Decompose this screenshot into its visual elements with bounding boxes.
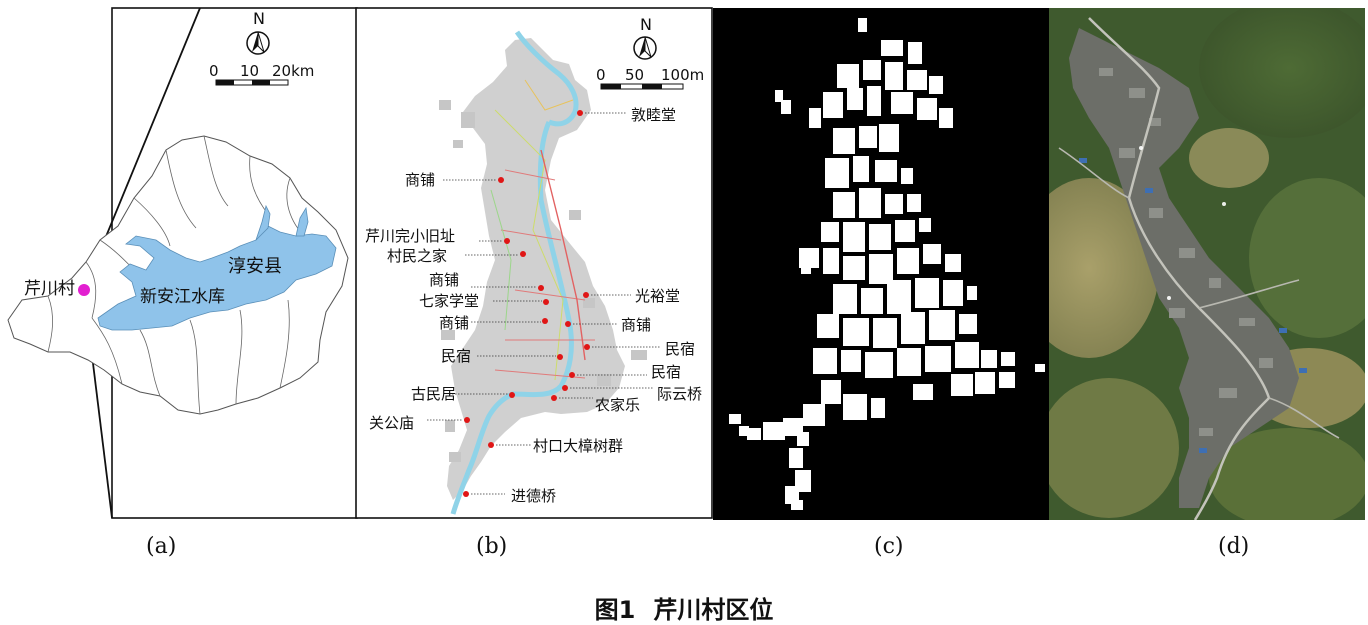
poi-homestay-1: 民宿 (441, 347, 563, 365)
poi-camphor-trees: 村口大樟树群 (488, 437, 623, 455)
lane-network (490, 79, 595, 381)
poi-shop-4: 商铺 (565, 316, 651, 334)
svg-text:民宿: 民宿 (651, 363, 681, 381)
north-arrow-a: N (246, 9, 270, 55)
map-place-dots (1139, 146, 1226, 300)
poi-ancient-house: 古民居 (411, 385, 515, 403)
svg-text:敦睦堂: 敦睦堂 (631, 106, 676, 124)
figure-number: 图1 (594, 596, 636, 624)
village-marker (78, 284, 90, 296)
rooftops (1099, 68, 1273, 436)
svg-text:七家学堂: 七家学堂 (419, 292, 479, 310)
label-reservoir: 新安江水库 (140, 287, 225, 307)
svg-text:100m: 100m (661, 66, 704, 84)
stream (450, 30, 579, 515)
svg-text:10: 10 (240, 62, 259, 80)
scattered-buildings (439, 100, 647, 462)
svg-text:商铺: 商铺 (405, 171, 435, 189)
subcaption-c: (c) (874, 534, 904, 559)
svg-text:际云桥: 际云桥 (657, 385, 702, 403)
xinanjiang-reservoir (97, 225, 337, 331)
poi-jinde-bridge: 进德桥 (463, 487, 556, 505)
svg-text:光裕堂: 光裕堂 (635, 287, 680, 305)
poi-dunmu-hall: 敦睦堂 (577, 106, 676, 124)
subcaption-d: (d) (1218, 534, 1250, 559)
svg-text:关公庙: 关公庙 (369, 414, 414, 432)
poi-shop-3: 商铺 (439, 314, 548, 332)
svg-text:商铺: 商铺 (621, 316, 651, 334)
poi-homestay-2: 民宿 (584, 340, 695, 358)
poi-farmhouse: 农家乐 (551, 395, 640, 414)
svg-text:民宿: 民宿 (665, 340, 695, 358)
township-boundaries (47, 135, 307, 415)
side-road (1058, 147, 1340, 439)
figure-caption: 图1 芹川村区位 (0, 590, 1368, 625)
reservoir-arm-north (255, 204, 271, 241)
poi-homestay-3: 民宿 (569, 363, 681, 381)
svg-text:进德桥: 进德桥 (511, 487, 556, 505)
label-county: 淳安县 (228, 256, 282, 277)
poi-villager-home: 村民之家 (387, 247, 526, 265)
svg-text:民宿: 民宿 (441, 347, 471, 365)
svg-text:芹川完小旧址: 芹川完小旧址 (365, 227, 455, 245)
poi-qijia-school: 七家学堂 (419, 292, 549, 310)
panel-b-map: 敦睦堂 商铺 芹川完小旧址 村民之家 商铺 七家学堂 商铺 光裕堂 商铺 (355, 7, 713, 519)
building-footprints (729, 18, 1045, 510)
poi-shop-2: 商铺 (429, 271, 544, 291)
panel-c-building-map (713, 8, 1049, 520)
svg-text:商铺: 商铺 (429, 271, 459, 289)
main-road (1088, 17, 1271, 520)
reservoir-arm-east (295, 206, 309, 237)
svg-text:N: N (640, 15, 652, 34)
svg-text:村口大樟树群: 村口大樟树群 (533, 437, 623, 455)
poi-shop-1: 商铺 (405, 171, 504, 189)
svg-text:50: 50 (625, 66, 644, 84)
label-village: 芹川村 (24, 279, 75, 299)
svg-text:古民居: 古民居 (411, 385, 456, 403)
svg-text:农家乐: 农家乐 (595, 396, 640, 414)
svg-text:N: N (253, 9, 265, 28)
figure-title: 芹川村区位 (653, 596, 774, 624)
panel-a-map: 芹川村 淳安县 新安江水库 N 0 10 20km (7, 7, 358, 519)
poi-guangong-temple: 关公庙 (369, 414, 470, 432)
scale-bar-a: 0 10 20km (209, 62, 314, 86)
svg-text:村民之家: 村民之家 (387, 247, 447, 265)
scale-bar-b: 0 50 100m (596, 66, 704, 90)
blue-roofs (1079, 158, 1307, 453)
svg-text:0: 0 (596, 66, 606, 84)
svg-text:商铺: 商铺 (439, 314, 469, 332)
poi-guangyu-hall: 光裕堂 (583, 287, 680, 305)
panel-d-satellite-image (1049, 8, 1365, 520)
svg-text:0: 0 (209, 62, 219, 80)
svg-text:20km: 20km (272, 62, 314, 80)
village-footprint (447, 38, 625, 500)
poi-jiyun-bridge: 际云桥 (562, 385, 702, 403)
north-arrow-b: N (633, 15, 657, 60)
subcaption-b: (b) (476, 534, 508, 559)
poi-qinchuan-school: 芹川完小旧址 (365, 227, 510, 245)
subcaption-a: (a) (146, 534, 177, 559)
